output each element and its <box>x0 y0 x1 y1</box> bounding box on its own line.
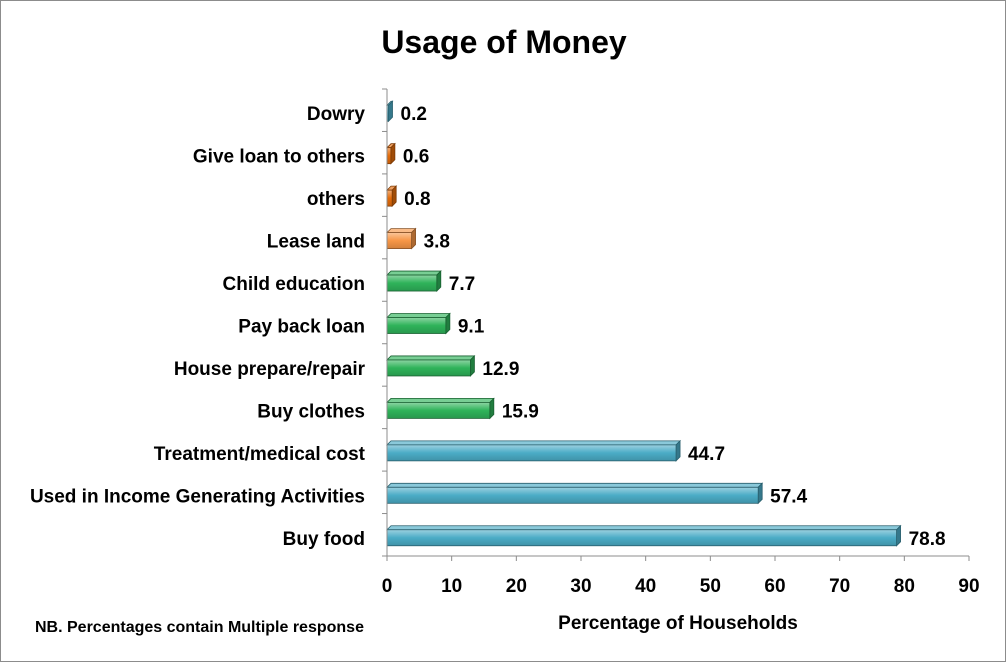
value-label: 7.7 <box>449 274 475 295</box>
footnote: NB. Percentages contain Multiple respons… <box>35 619 364 636</box>
x-tick-label: 50 <box>700 576 721 597</box>
value-label: 3.8 <box>424 232 450 253</box>
category-label: Used in Income Generating Activities <box>30 486 365 507</box>
bar <box>386 147 392 165</box>
category-label: Dowry <box>307 104 366 125</box>
x-tick-label: 30 <box>570 576 591 597</box>
x-tick-label: 60 <box>764 576 785 597</box>
bars-group <box>386 100 902 547</box>
bar-top-face <box>386 355 476 361</box>
value-label: 0.2 <box>401 104 427 125</box>
bar <box>386 402 491 419</box>
bar-side-face <box>388 100 393 123</box>
x-tick-label: 80 <box>894 576 915 597</box>
x-axis-label: Percentage of Households <box>558 613 798 634</box>
tick-labels: 0 10 20 30 40 50 60 70 80 90 <box>382 576 980 597</box>
x-tick-label: 40 <box>635 576 656 597</box>
value-label: 0.6 <box>403 147 429 168</box>
bar <box>386 486 759 504</box>
x-tick-label: 90 <box>958 576 979 597</box>
bar <box>386 317 447 334</box>
bar-side-face <box>411 227 416 250</box>
bar <box>386 529 897 547</box>
value-label: 12.9 <box>482 359 519 380</box>
value-label: 57.4 <box>770 486 807 507</box>
category-label: Child education <box>223 274 366 295</box>
bar-side-face <box>489 397 495 420</box>
axes-group <box>382 88 970 561</box>
bar-side-face <box>470 354 475 377</box>
bar-side-face <box>757 482 763 505</box>
bar <box>386 444 677 462</box>
chart-title: Usage of Money <box>381 24 627 60</box>
x-tick-label: 0 <box>382 576 393 597</box>
bar-side-face <box>436 270 442 293</box>
bar-top-face <box>386 313 451 318</box>
bar-side-face <box>896 524 901 547</box>
category-label: Lease land <box>267 232 365 253</box>
category-label: Give loan to others <box>193 147 365 168</box>
x-tick-label: 20 <box>506 576 527 597</box>
value-label: 0.8 <box>404 189 430 210</box>
bar-top-face <box>386 398 495 403</box>
x-tick-label: 70 <box>829 576 850 597</box>
bar-top-face <box>386 228 417 233</box>
bar <box>386 189 393 207</box>
category-label: Buy clothes <box>257 401 365 422</box>
value-labels: 0.2 0.6 0.8 3.8 7.7 9.1 12.9 15.9 44.7 57.4 78.8 <box>401 104 946 550</box>
category-label: Treatment/medical cost <box>154 444 366 465</box>
bar-side-face <box>391 185 397 208</box>
bar <box>386 232 412 249</box>
bar-top-face <box>386 270 442 276</box>
bar-side-face <box>675 439 681 462</box>
value-label: 78.8 <box>909 529 946 550</box>
value-label: 44.7 <box>688 444 725 465</box>
bar-top-face <box>386 525 902 531</box>
bar-top-face <box>386 440 682 446</box>
category-label: Pay back loan <box>238 317 365 338</box>
bar-side-face <box>445 312 451 335</box>
x-tick-label: 10 <box>441 576 462 597</box>
category-label: House prepare/repair <box>174 359 366 380</box>
value-label: 9.1 <box>458 317 485 338</box>
value-label: 15.9 <box>502 401 539 422</box>
category-labels: Dowry Give loan to others others Lease land… <box>30 104 366 550</box>
bar <box>386 274 438 292</box>
bar-side-face <box>390 142 396 165</box>
bar-top-face <box>386 482 764 488</box>
category-label: Buy food <box>283 529 365 550</box>
bar <box>386 359 471 377</box>
category-label: others <box>307 189 365 210</box>
